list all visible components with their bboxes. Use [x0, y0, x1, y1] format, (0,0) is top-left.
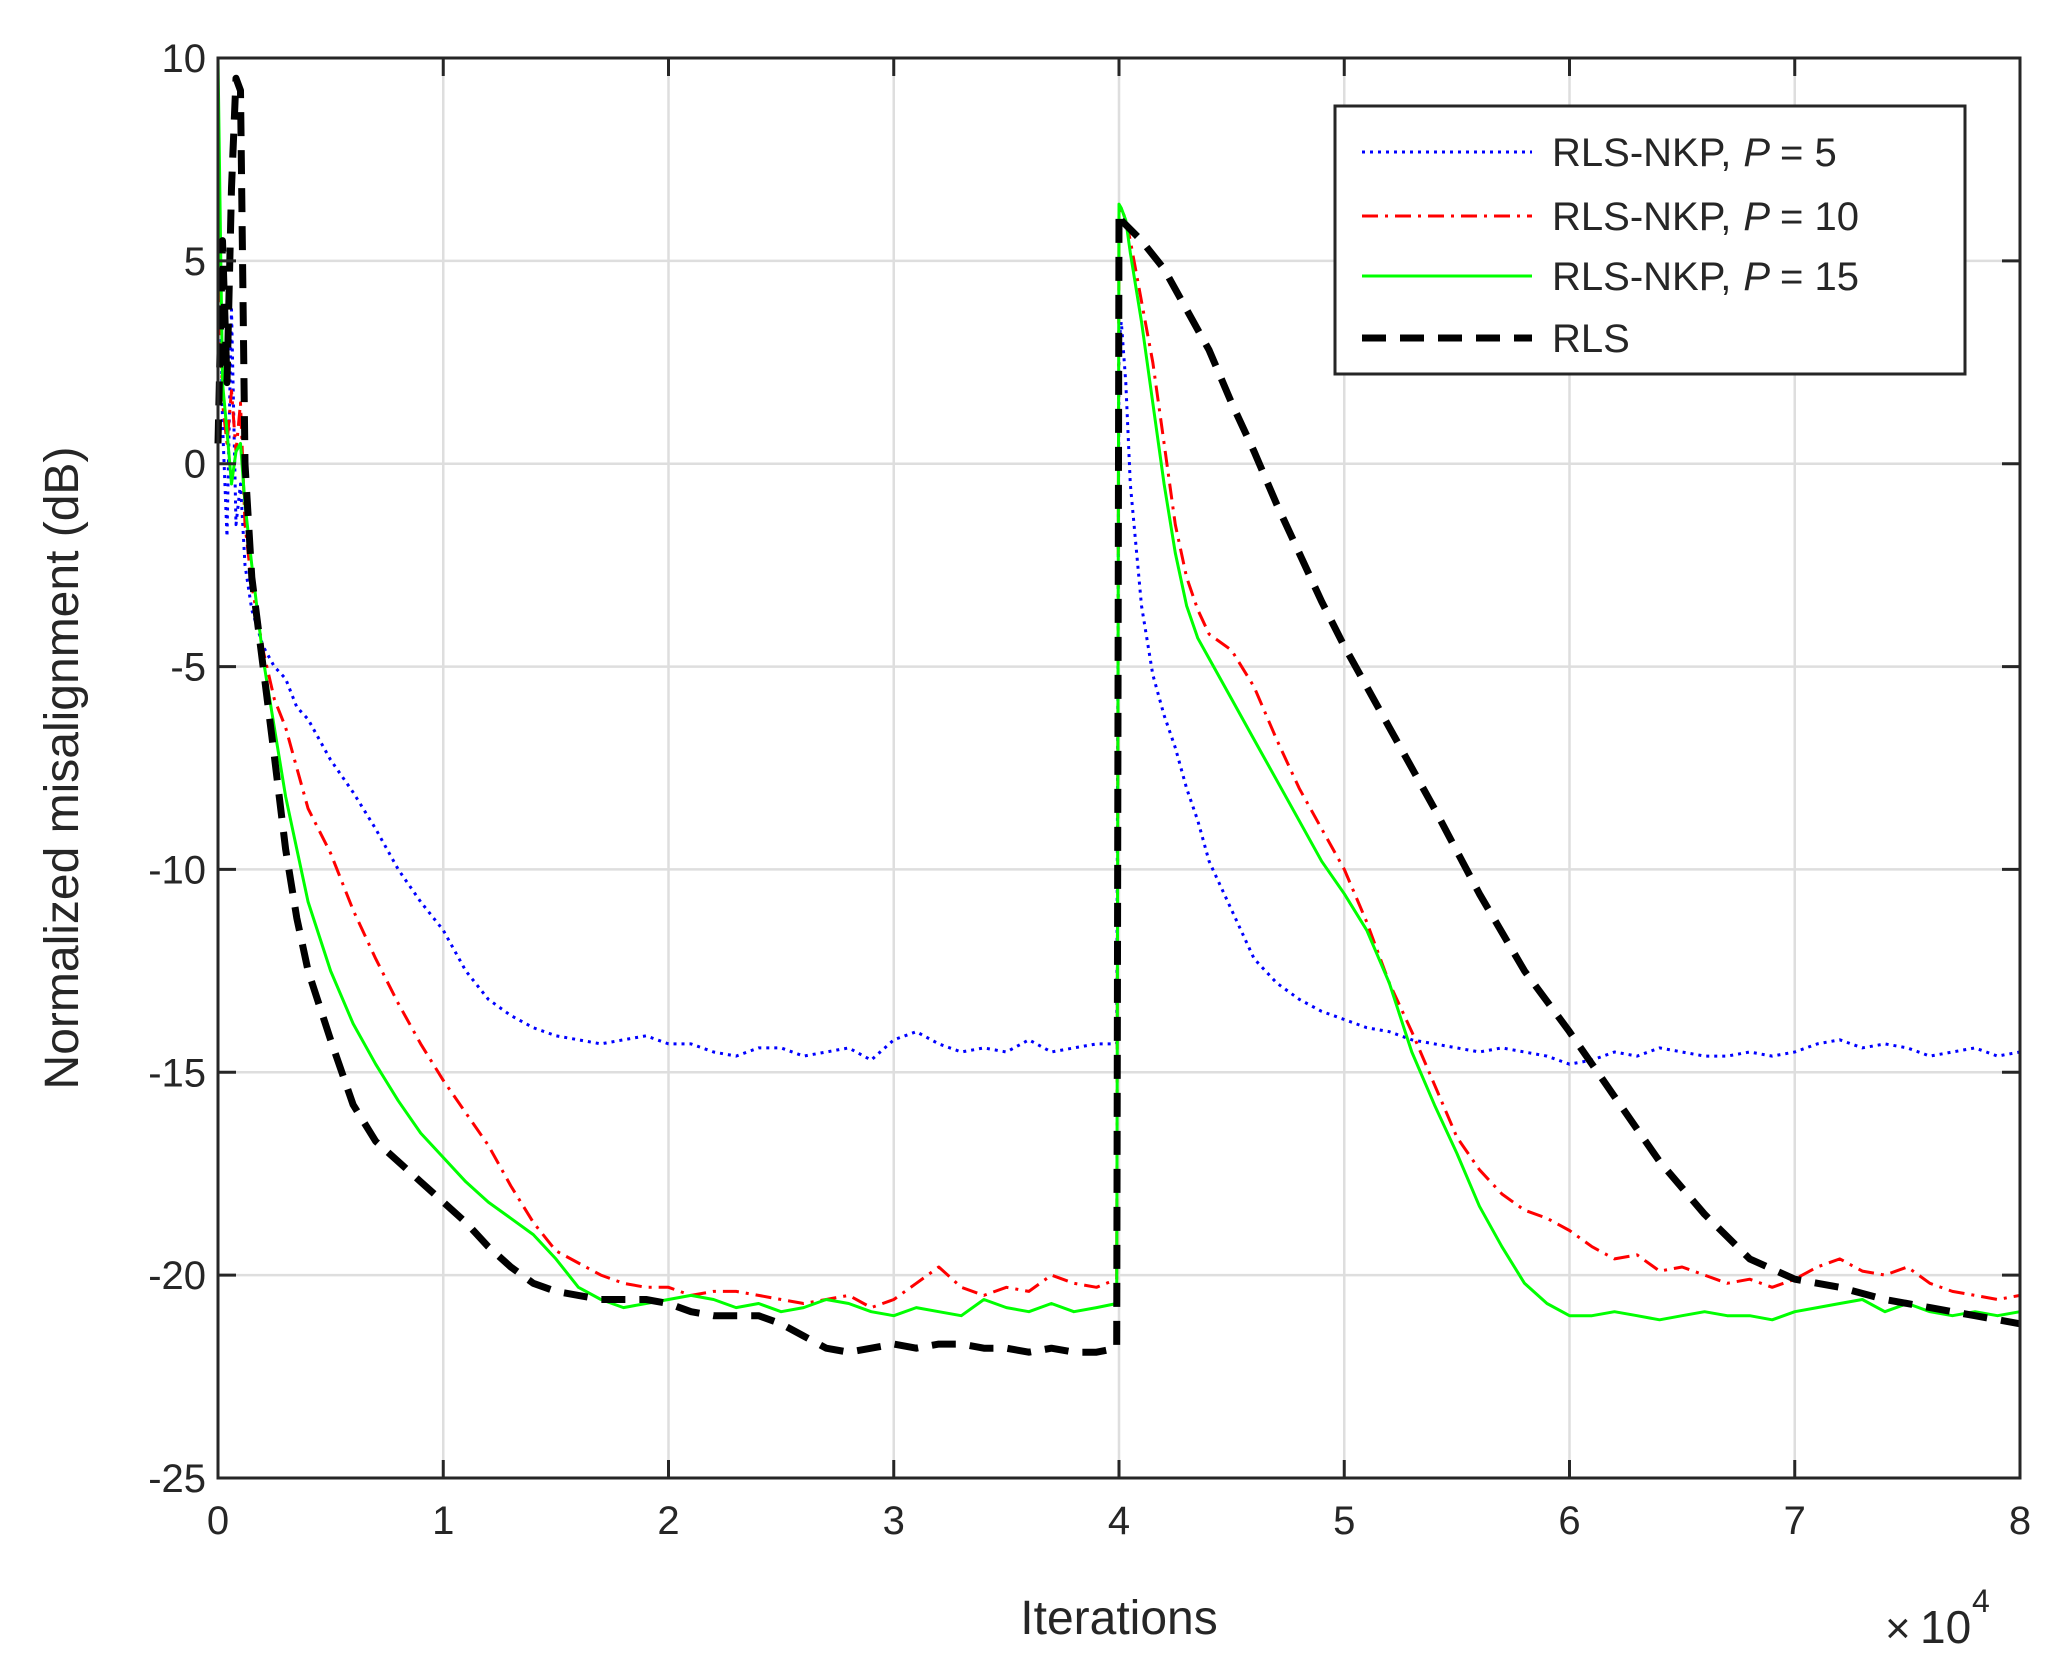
x-tick-label: 4 — [1108, 1499, 1130, 1543]
legend-name: RLS-NKP, — [1552, 131, 1731, 175]
x-multiplier-exponent: 4 — [1972, 1583, 1990, 1619]
legend-value: = 15 — [1780, 255, 1859, 299]
y-tick-label: 0 — [184, 443, 206, 487]
y-tick-label: -20 — [148, 1254, 206, 1298]
x-tick-label: 5 — [1333, 1499, 1355, 1543]
x-tick-label: 0 — [207, 1499, 229, 1543]
x-tick-label: 3 — [883, 1499, 905, 1543]
x-multiplier-base: 10 — [1920, 1601, 1971, 1653]
series-lines — [214, 57, 2021, 1356]
x-tick-label: 7 — [1784, 1499, 1806, 1543]
y-tick-label: -25 — [148, 1457, 206, 1501]
y-tick-label: 5 — [184, 240, 206, 284]
legend-variable: P — [1743, 195, 1770, 239]
ticks: 0 1 2 3 4 5 6 7 8 10 5 0 -5 -10 -15 -20 -25 — [148, 37, 2031, 1543]
y-tick-label: -10 — [148, 848, 206, 892]
series-line — [216, 206, 2021, 1310]
legend-box — [1333, 104, 1967, 376]
x-tick-label: 1 — [432, 1499, 454, 1543]
legend-value: = 5 — [1780, 131, 1837, 175]
y-tick-label: 10 — [162, 37, 207, 81]
x-multiplier: × 10 4 — [1885, 1583, 1990, 1653]
legend-name: RLS-NKP, — [1552, 195, 1731, 239]
legend-entry-label: RLS — [1552, 317, 1630, 361]
x-tick-label: 6 — [1558, 1499, 1580, 1543]
x-axis-label: Iterations — [1020, 1592, 1217, 1645]
y-tick-label: -15 — [148, 1051, 206, 1095]
legend-entry-label: RLS-NKP, P = 10 — [1552, 195, 1859, 239]
y-axis-label: Normalized misalignment (dB) — [36, 447, 89, 1090]
x-tick-label: 8 — [2009, 1499, 2031, 1543]
y-tick-label: -5 — [170, 646, 206, 690]
legend-variable: P — [1743, 255, 1770, 299]
legend-variable: P — [1743, 131, 1770, 175]
legend-name: RLS-NKP, — [1552, 255, 1731, 299]
x-tick-label: 2 — [657, 1499, 679, 1543]
x-multiplier-times: × — [1885, 1604, 1911, 1653]
series-line — [216, 57, 2021, 1322]
legend-name: RLS — [1552, 317, 1630, 361]
legend-entry-label: RLS-NKP, P = 15 — [1552, 255, 1859, 299]
legend-value: = 10 — [1780, 195, 1859, 239]
legend-entry-label: RLS-NKP, P = 5 — [1552, 131, 1837, 175]
